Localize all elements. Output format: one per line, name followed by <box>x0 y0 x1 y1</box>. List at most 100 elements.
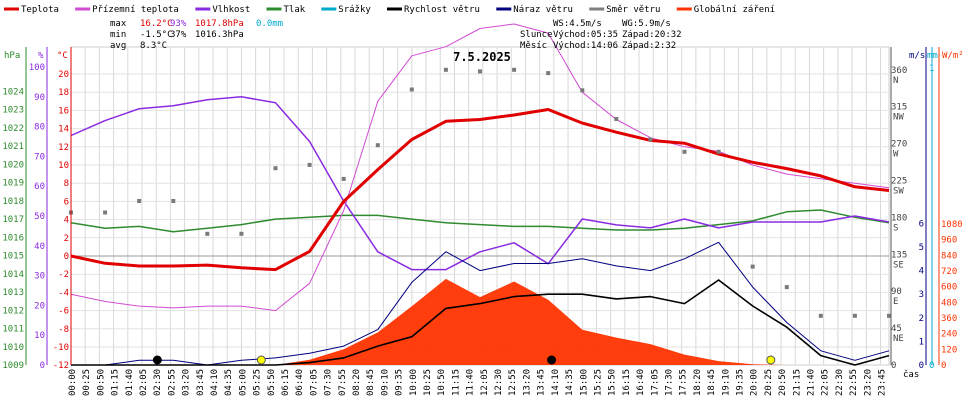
time-tick-label: 17:05 <box>650 369 660 396</box>
temp-tick-label: -12 <box>53 361 69 371</box>
hum-tick-label: 60 <box>34 182 45 192</box>
time-tick-label: 18:45 <box>707 369 717 396</box>
ws-info: WS:4.5m/s <box>553 19 602 29</box>
radiation-tick-label: 0 <box>941 361 946 371</box>
moonset-text: Západ:2:32 <box>622 41 676 51</box>
time-tick-label: 02:05 <box>139 369 149 396</box>
time-tick-label: 04:35 <box>224 369 234 396</box>
time-tick-label: 13:45 <box>537 369 547 396</box>
hpa-tick-label: 1015 <box>2 252 24 262</box>
hum-tick-label: 100 <box>29 63 45 73</box>
temp-tick-label: 4 <box>64 216 69 226</box>
hum-tick-label: 70 <box>34 152 45 162</box>
wind-direction-point <box>750 264 755 269</box>
hum-axis-unit: % <box>38 51 44 61</box>
moon-label: Měsíc <box>520 41 547 51</box>
time-tick-label: 22:05 <box>821 369 831 396</box>
wind-direction-point <box>443 67 448 72</box>
stat-value: -1.5°C <box>140 30 173 40</box>
hpa-tick-label: 1019 <box>2 179 24 189</box>
direction-tick-label: 0 <box>891 361 896 371</box>
legend-entry: Globální záření <box>694 5 775 15</box>
legend-entry: Přízemní teplota <box>92 5 179 15</box>
sunrise-text: Východ:05:35 <box>553 30 618 40</box>
time-tick-label: 10:50 <box>437 369 447 396</box>
rain-tick-label: 0 <box>929 361 934 371</box>
series-lines <box>69 23 891 366</box>
time-tick-label: 00:25 <box>82 369 92 396</box>
hpa-tick-label: 1014 <box>2 270 24 280</box>
hum-tick-label: 30 <box>34 272 45 282</box>
stat-value: 16.2°C <box>140 19 173 29</box>
time-tick-label: 10:25 <box>423 369 433 396</box>
wind-direction-point <box>716 149 721 154</box>
hpa-tick-label: 1011 <box>2 325 24 335</box>
wind-direction-point <box>103 210 108 215</box>
wind-direction-point <box>478 69 482 74</box>
time-tick-label: 07:05 <box>309 369 319 396</box>
wg-info: WG:5.9m/s <box>622 19 671 29</box>
radiation-tick-label: 840 <box>941 251 957 261</box>
time-tick-label: 06:15 <box>281 369 291 396</box>
wind-direction-point <box>239 231 244 236</box>
time-tick-label: 07:55 <box>338 369 348 396</box>
time-tick-label: 06:40 <box>295 369 305 396</box>
wind-tick-label: 6 <box>919 219 924 229</box>
temp-tick-label: -4 <box>58 288 69 298</box>
time-tick-label: 20:25 <box>764 369 774 396</box>
wind-tick-label: 4 <box>919 267 924 277</box>
legend-entry: Teplota <box>21 5 59 15</box>
wind-direction-point <box>205 231 210 236</box>
temp-tick-label: 10 <box>58 161 69 171</box>
stat-value: 93% <box>170 19 187 29</box>
sunset-text: Západ:20:32 <box>622 30 682 40</box>
moonrise-marker <box>547 355 557 365</box>
direction-tick-label: 45 <box>891 324 902 334</box>
time-tick-label: 23:20 <box>863 369 873 396</box>
temp-tick-label: 20 <box>58 70 69 80</box>
time-tick-label: 15:25 <box>593 369 603 396</box>
direction-tick-label: 315 <box>891 103 907 113</box>
wind-direction-point <box>580 88 585 93</box>
direction-tick-label: N <box>893 76 898 86</box>
time-tick-label: 20:00 <box>750 369 760 396</box>
wind-direction-point <box>375 143 380 148</box>
stat-value: 0.0mm <box>256 19 283 29</box>
time-tick-label: 17:55 <box>679 369 689 396</box>
wind-direction-point <box>818 313 823 318</box>
time-tick-label: 01:15 <box>111 369 121 396</box>
temp-tick-label: 12 <box>58 143 69 153</box>
legend-entry: Směr větru <box>606 5 660 15</box>
hum-tick-label: 0 <box>40 361 45 371</box>
wind-direction-point <box>546 71 551 76</box>
sunrise-marker <box>256 355 266 365</box>
hpa-tick-label: 1009 <box>2 361 24 371</box>
sun-label: Slunce <box>520 30 553 40</box>
time-tick-label: 03:45 <box>196 369 206 396</box>
temp-tick-label: -8 <box>58 325 69 335</box>
time-tick-label: 14:10 <box>551 369 561 396</box>
time-tick-label: 12:30 <box>494 369 504 396</box>
radiation-tick-label: 720 <box>941 267 957 277</box>
wind-tick-label: 3 <box>919 290 924 300</box>
time-tick-label: 19:35 <box>735 369 745 396</box>
stat-label: max <box>110 19 127 29</box>
wind-direction-point <box>171 199 176 203</box>
time-tick-label: 05:50 <box>267 369 277 396</box>
stat-value: 8.3°C <box>140 41 167 51</box>
hpa-tick-label: 1013 <box>2 288 24 298</box>
temp-tick-label: -10 <box>53 343 69 353</box>
temp-tick-label: 8 <box>64 179 69 189</box>
sunset-marker <box>766 355 776 365</box>
time-tick-label: 09:35 <box>395 369 405 396</box>
hum-tick-label: 80 <box>34 123 45 133</box>
temp-tick-label: -2 <box>58 270 69 280</box>
time-tick-label: 05:25 <box>253 369 263 396</box>
time-tick-label: 12:55 <box>508 369 518 396</box>
legend-entry: Rychlost větru <box>404 5 480 15</box>
time-tick-label: 12:05 <box>480 369 490 396</box>
time-tick-label: 00:00 <box>68 369 78 396</box>
global-radiation-series <box>71 278 889 365</box>
